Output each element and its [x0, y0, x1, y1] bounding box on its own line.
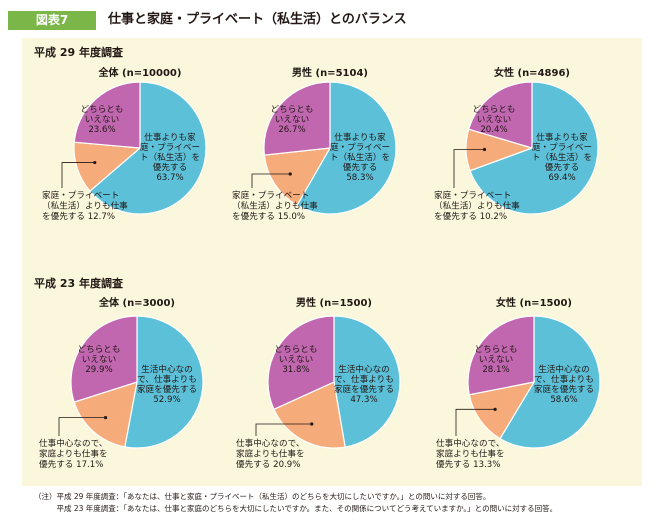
section-label-h23: 平成 23 年度調査 — [34, 277, 123, 290]
pie-label-neither-male-h29: どちらともいえない 26.7% — [271, 104, 314, 135]
pie-label-work-overall-h29: 家庭・プライベート（私生活）よりも仕事を優先する 12.7% — [42, 189, 128, 222]
pie-title-overall-h29: 全体 (n=10000) — [98, 66, 182, 79]
pie-leader-line-overall-h29 — [61, 162, 95, 188]
pie-label-primary-female-h23: 生活中心なので、仕事よりも家庭を優先する 58.6% — [534, 363, 594, 405]
pie-leader-dot-female-h29 — [482, 147, 487, 152]
section-label-h29: 平成 29 年度調査 — [34, 46, 123, 59]
pie-leader-dot-female-h23 — [493, 407, 497, 411]
pie-title-overall-h23: 全体 (n=3000) — [98, 296, 175, 309]
pie-label-primary-female-h29: 仕事よりも家庭・プライベート（私生活）を優先する 69.4% — [532, 131, 592, 183]
pie-label-neither-female-h23: どちらともいえない 28.1% — [475, 344, 518, 375]
pie-chart-male-h23: 男性 (n=1500) 生活中心なので、仕事よりも家庭を優先する 47.3% どちらと… — [236, 296, 401, 470]
pie-slice-primary-female-h29 — [469, 81, 599, 215]
pie-slice-primary-overall-h29 — [89, 81, 207, 215]
pie-slice-neither-male-h23 — [267, 315, 335, 411]
pie-leader-line-male-h29 — [251, 173, 291, 188]
pie-slice-neither-overall-h29 — [73, 81, 141, 149]
pie-label-neither-male-h23: どちらともいえない 31.8% — [275, 344, 318, 375]
pie-slice-primary-male-h29 — [296, 81, 397, 215]
pie-chart-female-h29: 女性 (n=4896) 仕事よりも家庭・プライベート（私生活）を優先する 69.4%… — [434, 66, 599, 222]
pie-chart-female-h23: 女性 (n=1500) 生活中心なので、仕事よりも家庭を優先する 58.6% どちらと… — [436, 296, 601, 470]
pie-label-work-female-h23: 仕事中心なので、家庭よりも仕事を優先する 13.3% — [436, 437, 505, 470]
pie-slice-primary-overall-h23 — [124, 315, 204, 449]
pie-leader-line-female-h23 — [455, 408, 496, 436]
pie-slice-work-female-h23 — [468, 381, 536, 440]
footnote-line-1: （注）平成 29 年度調査：「あなたは、仕事と家庭・プライベート（私生活）のどち… — [34, 492, 491, 501]
pie-label-work-male-h23: 仕事中心なので、家庭よりも仕事を優先する 20.9% — [236, 437, 305, 470]
pie-label-primary-male-h29: 仕事よりも家庭・プライベート（私生活）を優先する 58.3% — [330, 131, 390, 183]
pie-title-female-h29: 女性 (n=4896) — [494, 66, 570, 79]
pie-leader-line-overall-h23 — [58, 417, 106, 436]
pie-label-neither-overall-h29: どちらともいえない 23.6% — [81, 104, 124, 135]
figure-title: 仕事と家庭・プライベート（私生活）とのバランス — [108, 12, 407, 27]
pie-leader-line-male-h23 — [255, 423, 312, 436]
footnote-line-2: 平成 23 年度調査：「あなたは、仕事と家庭のどちらを大切にしたいですか。また、… — [34, 504, 558, 513]
pie-leader-dot-male-h29 — [288, 172, 292, 176]
figure-badge: 図表7 — [8, 11, 96, 30]
pie-label-primary-overall-h23: 生活中心なので、仕事よりも家庭を優先する 52.9% — [137, 363, 197, 405]
pie-slice-primary-female-h23 — [499, 315, 601, 449]
pie-title-male-h29: 男性 (n=5104) — [292, 66, 368, 79]
pie-chart-male-h29: 男性 (n=5104) 仕事よりも家庭・プライベート（私生活）を優先する 58.3%… — [232, 66, 397, 222]
pie-label-work-overall-h23: 仕事中心なので、家庭よりも仕事を優先する 17.1% — [39, 437, 108, 470]
pie-slice-neither-female-h29 — [467, 81, 533, 149]
pie-chart-overall-h23: 全体 (n=3000) 生活中心なので、仕事よりも家庭を優先する 52.9% どちらと… — [39, 296, 204, 470]
pie-label-work-male-h29: 家庭・プライベート（私生活）よりも仕事を優先する 15.0% — [232, 189, 318, 222]
pie-leader-dot-male-h23 — [310, 422, 314, 426]
figure-header: 図表7 仕事と家庭・プライベート（私生活）とのバランス — [8, 8, 658, 32]
pie-label-neither-overall-h23: どちらともいえない 29.9% — [78, 344, 121, 375]
pie-slice-neither-female-h23 — [467, 315, 535, 396]
pie-leader-dot-overall-h29 — [93, 160, 97, 165]
pie-leader-line-female-h29 — [453, 149, 485, 188]
pie-leader-dot-overall-h23 — [103, 416, 108, 420]
pie-label-work-female-h29: 家庭・プライベート（私生活）よりも仕事を優先する 10.2% — [434, 189, 520, 222]
pie-title-female-h23: 女性 (n=1500) — [496, 296, 572, 309]
pie-slice-primary-male-h23 — [333, 315, 401, 448]
pie-chart-overall-h29: 全体 (n=10000) 仕事よりも家庭・プライベート（私生活）を優先する 63.7… — [42, 66, 207, 222]
pie-label-neither-female-h29: どちらともいえない 20.4% — [473, 104, 516, 135]
pie-slice-neither-male-h29 — [263, 81, 331, 156]
pie-slice-work-male-h23 — [273, 381, 346, 449]
pie-title-male-h23: 男性 (n=1500) — [296, 296, 372, 309]
pie-slice-neither-overall-h23 — [70, 315, 138, 403]
pie-slice-work-male-h29 — [263, 147, 332, 207]
pie-label-primary-male-h23: 生活中心なので、仕事よりも家庭を優先する 47.3% — [334, 363, 394, 405]
pie-slice-work-overall-h23 — [73, 381, 138, 448]
pie-label-primary-overall-h29: 仕事よりも家庭・プライベート（私生活）を優先する 63.7% — [140, 131, 200, 183]
